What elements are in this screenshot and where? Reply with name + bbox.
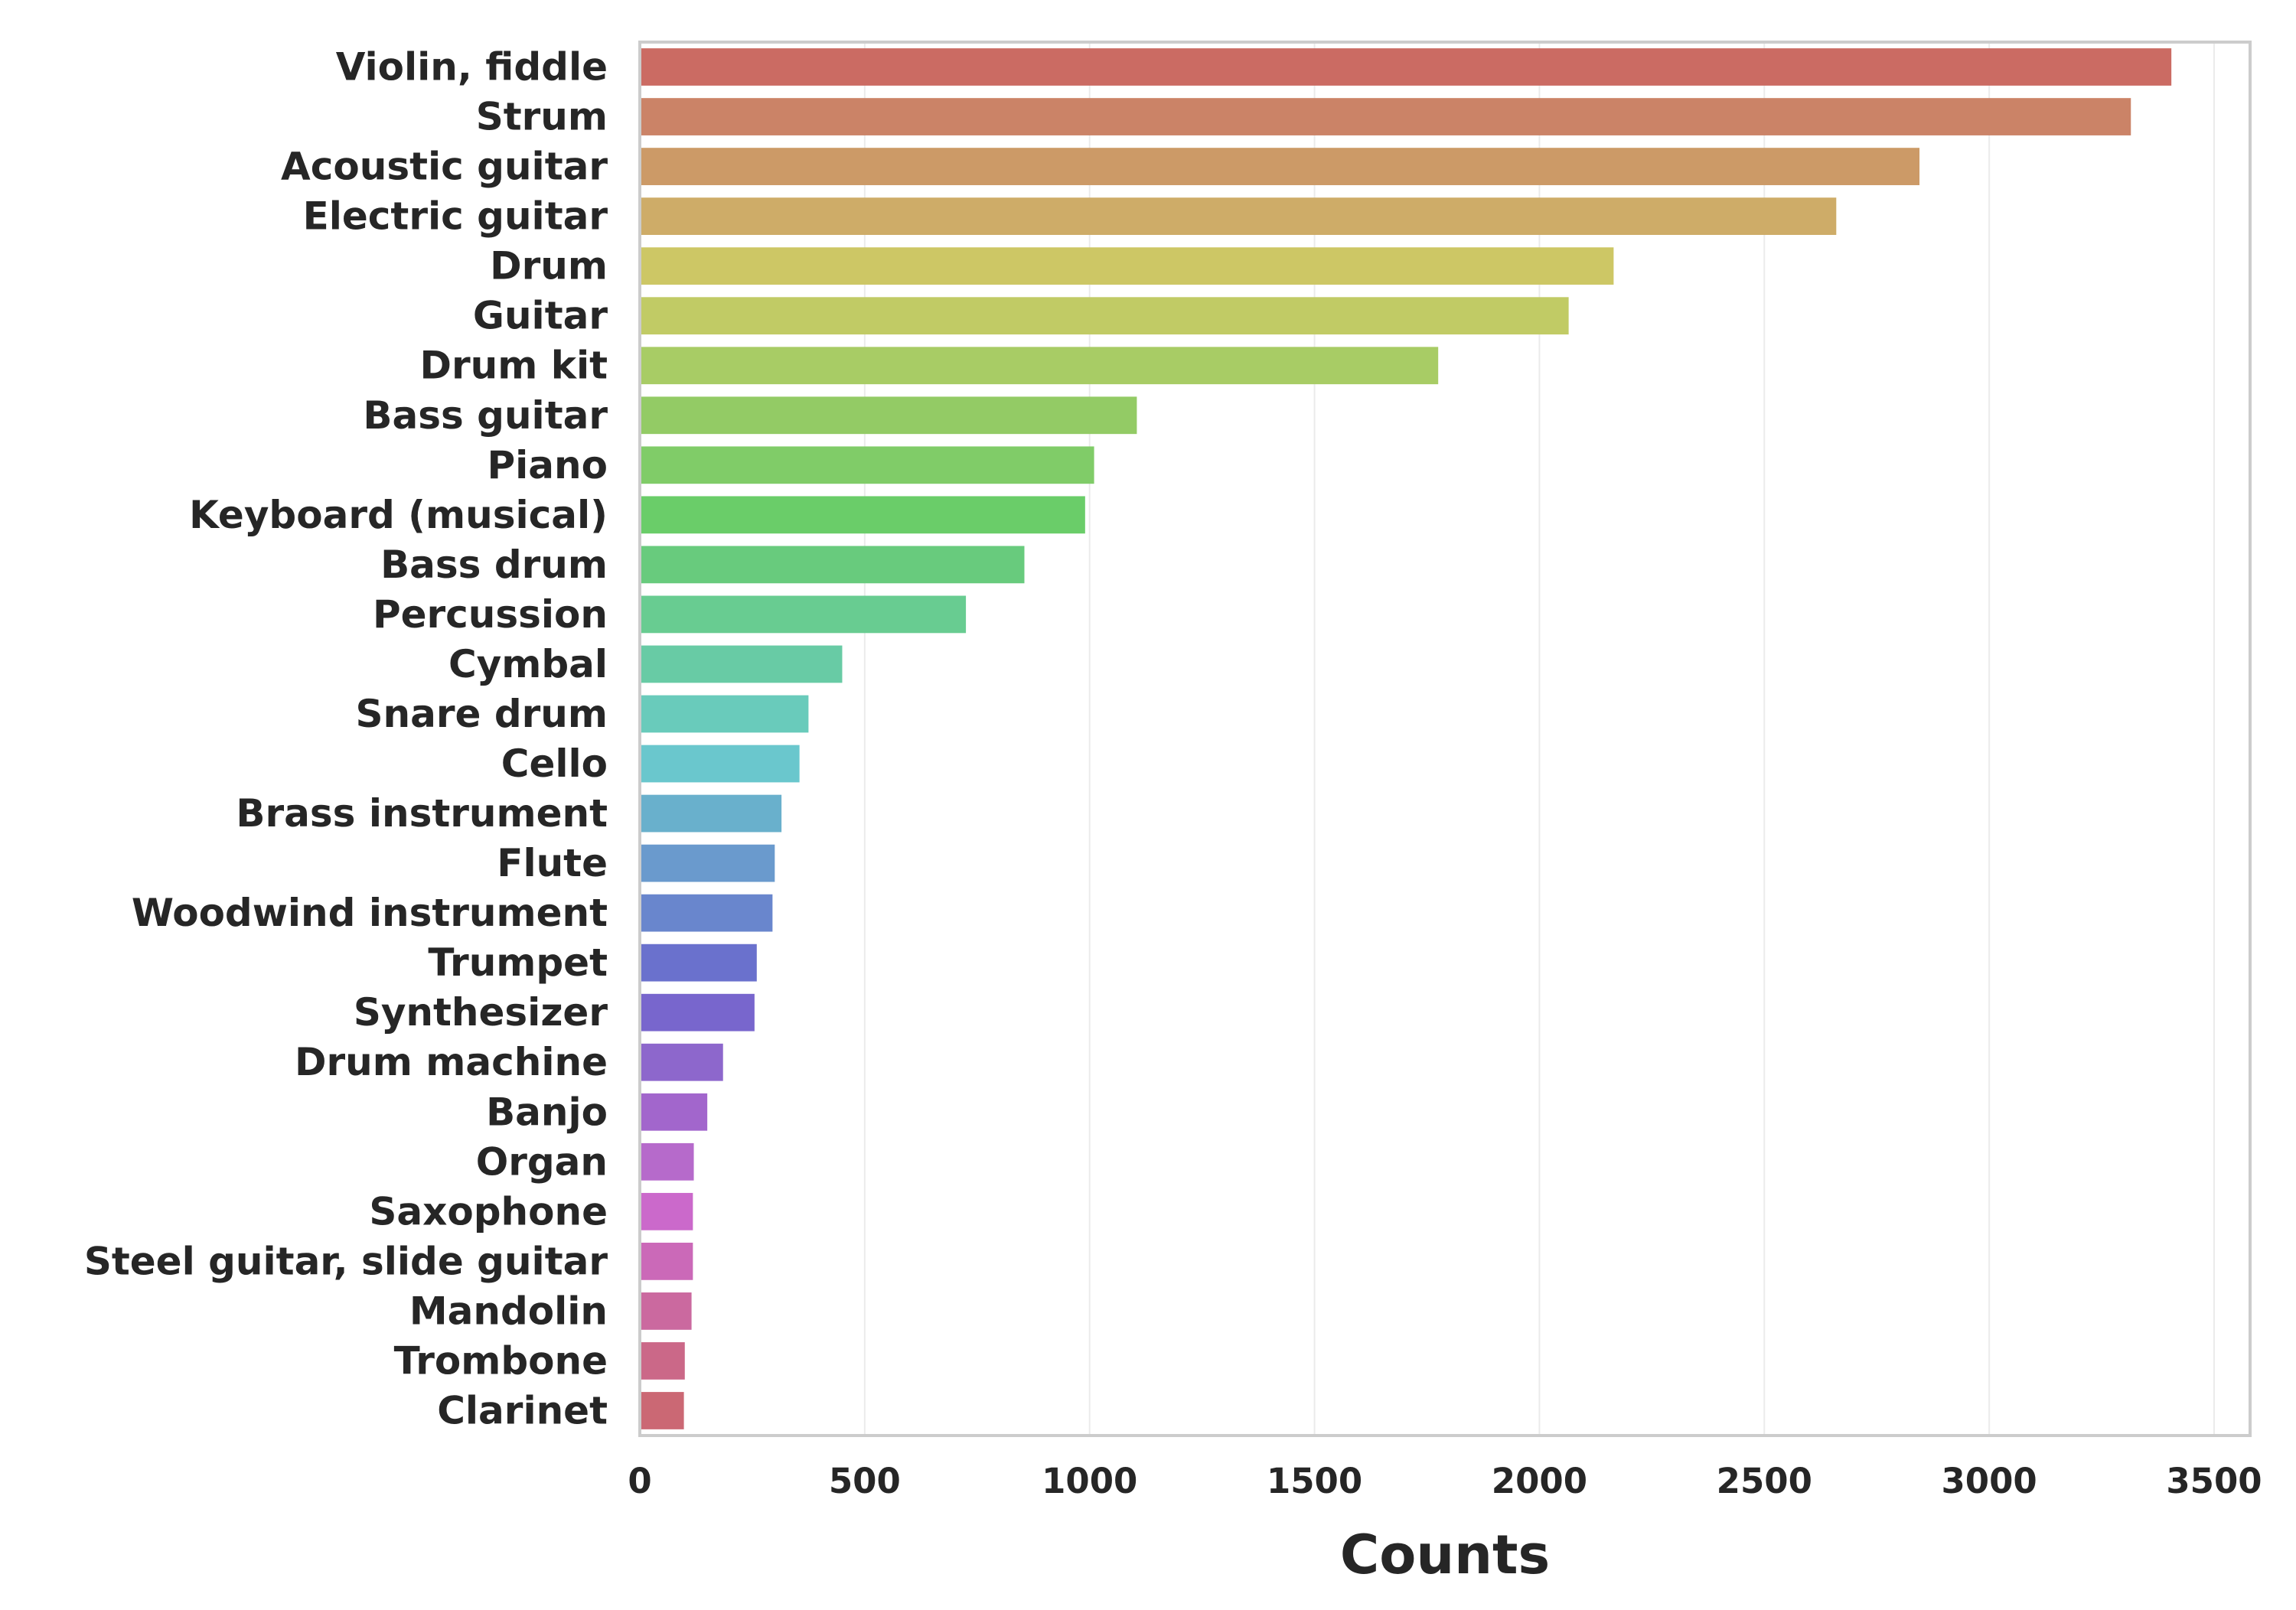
x-tick-label: 3500 xyxy=(2166,1461,2262,1501)
category-label: Trombone xyxy=(394,1338,608,1383)
bar xyxy=(640,197,1837,236)
bar xyxy=(640,496,1085,534)
bar xyxy=(640,944,757,982)
category-label: Synthesizer xyxy=(354,990,608,1035)
bar xyxy=(640,1342,685,1380)
bar xyxy=(640,794,782,833)
bar xyxy=(640,1043,723,1081)
category-label: Steel guitar, slide guitar xyxy=(84,1239,608,1283)
bar xyxy=(640,396,1137,435)
category-label: Percussion xyxy=(373,592,608,637)
x-tick-label: 3000 xyxy=(1942,1461,2037,1501)
category-label: Saxophone xyxy=(369,1189,608,1234)
category-label: Cello xyxy=(501,741,608,786)
category-label: Piano xyxy=(488,443,608,487)
bar xyxy=(640,695,809,733)
bar xyxy=(640,347,1439,385)
bar xyxy=(640,148,1920,185)
category-label: Snare drum xyxy=(356,692,608,736)
category-label: Cymbal xyxy=(448,642,608,686)
bar xyxy=(640,48,2172,86)
category-label: Flute xyxy=(497,841,608,885)
category-label: Strum xyxy=(476,95,608,139)
category-label: Bass guitar xyxy=(363,393,608,438)
bar xyxy=(640,1192,693,1230)
category-label: Electric guitar xyxy=(303,194,608,239)
category-label: Violin, fiddle xyxy=(336,45,608,90)
x-tick-label: 0 xyxy=(628,1461,651,1501)
x-tick-label: 1000 xyxy=(1042,1461,1137,1501)
category-label: Trumpet xyxy=(428,940,608,985)
plot-frame xyxy=(638,41,2252,1437)
bar xyxy=(640,247,1614,285)
x-tick-label: 2000 xyxy=(1492,1461,1587,1501)
category-label: Bass drum xyxy=(380,543,608,587)
bar xyxy=(640,1242,693,1280)
bar xyxy=(640,1392,684,1429)
x-tick-label: 2500 xyxy=(1717,1461,1812,1501)
category-label: Organ xyxy=(476,1139,608,1184)
bar xyxy=(640,1292,692,1330)
category-label: Banjo xyxy=(486,1090,608,1134)
category-labels: Violin, fiddle Strum Acoustic guitar Electr… xyxy=(84,45,608,1433)
category-label: Guitar xyxy=(473,294,608,338)
category-label: Keyboard (musical) xyxy=(189,493,608,537)
bar xyxy=(640,645,843,683)
bars xyxy=(640,48,2172,1429)
bar xyxy=(640,745,800,783)
x-tick-label: 1500 xyxy=(1267,1461,1362,1501)
category-label: Brass instrument xyxy=(236,791,608,836)
bar xyxy=(640,894,773,932)
category-label: Woodwind instrument xyxy=(132,891,608,935)
category-label: Drum kit xyxy=(419,344,608,388)
x-tick-label: 500 xyxy=(829,1461,901,1501)
bar xyxy=(640,98,2131,135)
bar xyxy=(640,1142,694,1181)
category-label: Drum machine xyxy=(295,1040,608,1084)
category-label: Drum xyxy=(490,244,608,288)
category-label: Acoustic guitar xyxy=(281,145,608,189)
bar xyxy=(640,297,1569,335)
category-label: Clarinet xyxy=(437,1388,608,1432)
bar xyxy=(640,446,1094,484)
bar xyxy=(640,546,1025,584)
bar xyxy=(640,1093,708,1131)
x-tick-labels: 0 500 1000 1500 2000 2500 3000 3500 xyxy=(628,1461,2262,1501)
bar xyxy=(640,595,967,634)
x-axis-title: Counts xyxy=(1340,1524,1550,1586)
bar xyxy=(640,844,775,882)
category-label: Mandolin xyxy=(409,1289,608,1333)
bar xyxy=(640,993,755,1032)
